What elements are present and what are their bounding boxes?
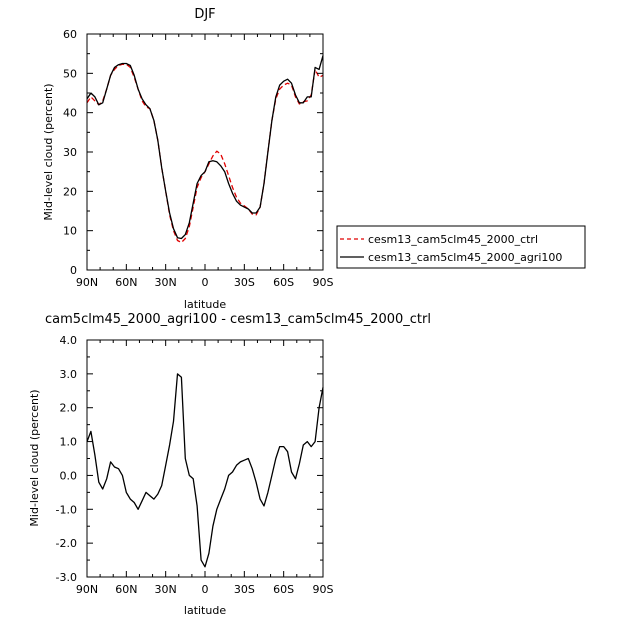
bottom-plot-frame: [86, 339, 324, 578]
top-x-tick-label: 30S: [234, 276, 255, 289]
top-y-tick-label: 10: [63, 225, 77, 238]
bottom-y-tick-label: 0.0: [60, 469, 78, 482]
top-series-line-1: [86, 55, 324, 240]
top-y-tick-label: 60: [63, 28, 77, 41]
bottom-y-tick-label: 4.0: [60, 334, 78, 347]
top-y-tick-label: 40: [63, 107, 77, 120]
bottom-x-tick-label: 90N: [76, 583, 98, 596]
top-y-tick-label: 0: [70, 264, 77, 277]
top-x-tick-label: 0: [202, 276, 209, 289]
top-x-tick-label: 90S: [313, 276, 334, 289]
bottom-series-line-0: [86, 373, 324, 568]
bottom-plot-area: 90N 60N 30N 0 30S 60S 90S -3.0 -2.0 -1.0 0.0 1.0 2.0…: [56, 334, 334, 596]
bottom-y-tick-label: 3.0: [60, 368, 78, 381]
bottom-y-tick-label: 2.0: [60, 402, 78, 415]
bottom-x-tick-label: 30S: [234, 583, 255, 596]
top-y-tick-label: 50: [63, 67, 77, 80]
legend: cesm13_cam5clm45_2000_ctrl cesm13_cam5cl…: [336, 225, 586, 269]
top-y-tick-label: 30: [63, 146, 77, 159]
top-title: DJF: [194, 7, 215, 22]
top-x-tick-label: 60S: [273, 276, 294, 289]
top-panel: DJF 90N 60N 30N 0 30S 60S 90S 0 10 20 30 40 50 60 lat…: [42, 7, 334, 311]
bottom-y-tick-label: -2.0: [56, 537, 77, 550]
bottom-x-tick-label: 90S: [313, 583, 334, 596]
legend-label-ctrl: cesm13_cam5clm45_2000_ctrl: [368, 233, 538, 246]
legend-box: [336, 225, 586, 269]
bottom-y-tick-label: -1.0: [56, 503, 77, 516]
bottom-y-axis-label: Mid-level cloud (percent): [28, 389, 41, 526]
bottom-y-tick-label: -3.0: [56, 571, 77, 584]
bottom-x-tick-label: 0: [202, 583, 209, 596]
bottom-x-tick-label: 60N: [115, 583, 137, 596]
top-plot-frame: [86, 33, 324, 271]
bottom-x-tick-label: 60S: [273, 583, 294, 596]
bottom-title: cam5clm45_2000_agri100 - cesm13_cam5clm4…: [45, 312, 431, 327]
top-plot-area: 90N 60N 30N 0 30S 60S 90S 0 10 20 30 40 50 60: [63, 28, 334, 289]
bottom-x-axis-label: latitude: [184, 604, 226, 617]
top-x-tick-label: 90N: [76, 276, 98, 289]
legend-label-agri100: cesm13_cam5clm45_2000_agri100: [368, 251, 562, 264]
top-series-line-0: [86, 63, 324, 244]
top-y-tick-label: 20: [63, 185, 77, 198]
top-x-axis-label: latitude: [184, 298, 226, 311]
top-x-tick-label: 30N: [155, 276, 177, 289]
top-x-tick-label: 60N: [115, 276, 137, 289]
bottom-x-tick-label: 30N: [155, 583, 177, 596]
bottom-panel: cam5clm45_2000_agri100 - cesm13_cam5clm4…: [28, 312, 431, 617]
top-y-axis-label: Mid-level cloud (percent): [42, 83, 55, 220]
bottom-y-tick-label: 1.0: [60, 436, 78, 449]
